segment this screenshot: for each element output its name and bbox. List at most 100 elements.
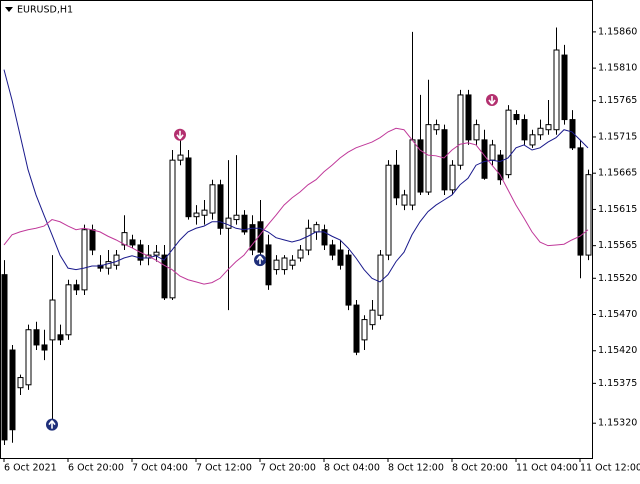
candle-body-bull: [209, 184, 216, 214]
candle-body-bull: [425, 124, 432, 193]
signal-arrow: [174, 128, 186, 141]
candle-body-bear: [465, 94, 472, 141]
candle-body-bear: [73, 284, 80, 291]
signal-arrow: [486, 94, 498, 107]
candle-body-bear: [561, 54, 568, 121]
candle-body-bear: [217, 184, 224, 229]
candle-body-bear: [57, 334, 64, 341]
candle-body-bull: [457, 94, 464, 166]
x-tick-label: 8 Oct 04:00: [324, 463, 380, 474]
candle-body-bull: [25, 329, 32, 386]
x-tick-label: 7 Oct 20:00: [260, 463, 316, 474]
plot-frame: [0, 0, 593, 459]
signal-arrow-glyph: [488, 96, 496, 105]
candle-body-bull: [169, 159, 176, 299]
candle-body-bull: [553, 49, 560, 131]
candle-body-bear: [417, 139, 424, 193]
x-tick-label: 7 Oct 04:00: [132, 463, 188, 474]
candle-body-bull: [225, 217, 232, 229]
candle-body-bull: [105, 261, 112, 269]
candle-body-bull: [537, 127, 544, 136]
signal-arrow: [254, 254, 266, 267]
candle-body-bull: [17, 377, 24, 389]
candle-body-bear: [9, 349, 16, 431]
y-tick-label: 1.15565: [598, 240, 637, 251]
chart-title: EURUSD,H1: [17, 5, 73, 16]
candle-body-bull: [377, 254, 384, 316]
candle-body-bull: [305, 227, 312, 251]
candle-body-bear: [329, 244, 336, 256]
candle-body-bull: [449, 164, 456, 191]
candle-body-bull: [529, 134, 536, 146]
moving-average-line: [3, 69, 589, 283]
y-tick-label: 1.15860: [598, 26, 637, 37]
signal-arrow-glyph: [256, 255, 264, 265]
candle-body-bear: [89, 229, 96, 251]
x-tick-label: 7 Oct 12:00: [196, 463, 252, 474]
candle-body-bear: [1, 274, 8, 441]
candle-body-bull: [401, 194, 408, 206]
signal-arrow: [46, 418, 58, 431]
candle-body-bear: [497, 154, 504, 181]
moving-average-line: [3, 127, 589, 285]
candle-body-bull: [81, 229, 88, 291]
candle-body-bull: [273, 259, 280, 271]
candle-body-bear: [129, 239, 136, 246]
y-tick-label: 1.15520: [598, 273, 637, 284]
candle-body-bull: [473, 124, 480, 141]
candle-body-bear: [337, 249, 344, 266]
candle-body-bear: [41, 344, 48, 351]
candle-body-bear: [569, 119, 576, 149]
candle-body-bull: [585, 174, 592, 256]
x-tick-label: 8 Oct 20:00: [452, 463, 508, 474]
candle-body-bear: [393, 164, 400, 199]
y-tick-label: 1.15375: [598, 378, 637, 389]
candle-body-bear: [241, 214, 248, 233]
candle-body-bull: [193, 212, 200, 218]
candle-body-bull: [289, 259, 296, 266]
candle-body-bull: [233, 214, 240, 221]
y-tick-label: 1.15715: [598, 131, 637, 142]
y-tick-label: 1.15615: [598, 204, 637, 215]
candle-body-bull: [65, 284, 72, 336]
candle-body-bull: [545, 124, 552, 131]
candle-body-bull: [153, 251, 160, 256]
candle-body-bull: [177, 154, 184, 161]
candle-body-bear: [353, 304, 360, 353]
candle-body-bull: [201, 209, 208, 216]
y-tick-label: 1.15665: [598, 168, 637, 179]
x-tick-label: 11 Oct 04:00: [516, 463, 578, 474]
candle-body-bear: [441, 129, 448, 191]
candle-body-bear: [33, 329, 40, 346]
candle-body-bear: [249, 224, 256, 251]
y-tick-label: 1.15420: [598, 345, 637, 356]
x-tick-label: 6 Oct 20:00: [68, 463, 124, 474]
candle-body-bull: [369, 309, 376, 326]
x-tick-label: 11 Oct 12:00: [580, 463, 640, 474]
symbol-menu-icon[interactable]: [5, 7, 13, 12]
y-tick-label: 1.15320: [598, 418, 637, 429]
y-tick-label: 1.15810: [598, 63, 637, 74]
candle-body-bull: [49, 299, 56, 341]
candle-body-bear: [577, 147, 584, 256]
x-tick-label: 8 Oct 12:00: [388, 463, 444, 474]
candle-body-bear: [97, 264, 104, 269]
candle-body-bull: [385, 164, 392, 256]
signal-arrow-glyph: [176, 130, 184, 140]
candle-body-bull: [361, 319, 368, 341]
candle-body-bear: [521, 119, 528, 141]
candle-body-bear: [321, 229, 328, 246]
candle-body-bull: [281, 257, 288, 271]
candle-body-bear: [481, 139, 488, 179]
signal-arrow-glyph: [48, 420, 56, 429]
candle-body-bull: [297, 249, 304, 259]
candle-body-bull: [505, 109, 512, 176]
candle-body-bull: [489, 144, 496, 161]
candle-body-bear: [185, 157, 192, 218]
candle-body-bear: [513, 114, 520, 121]
candle-body-bull: [313, 224, 320, 233]
y-tick-label: 1.15470: [598, 309, 637, 320]
x-tick-label: 6 Oct 2021: [4, 463, 57, 474]
